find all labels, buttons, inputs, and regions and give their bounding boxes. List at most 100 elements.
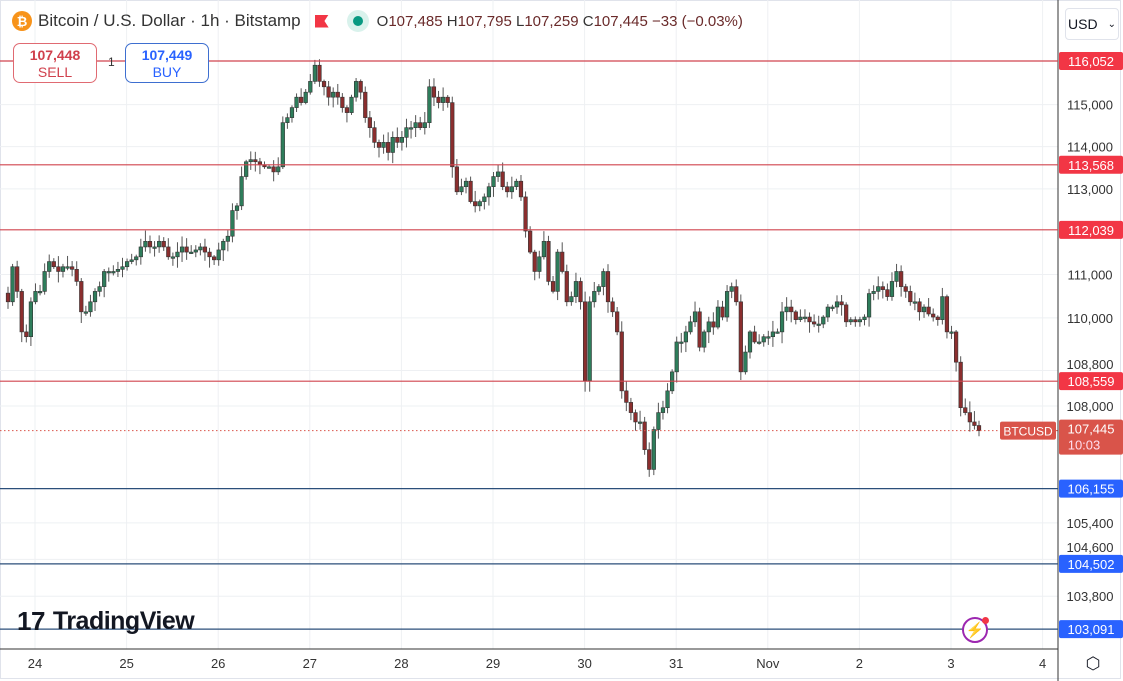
candle-down bbox=[935, 316, 940, 320]
candle-down bbox=[903, 286, 908, 292]
candle-up bbox=[179, 246, 185, 253]
symbol-title[interactable]: Bitcoin / U.S. Dollar · 1h · Bitstamp bbox=[38, 11, 301, 30]
candle-up bbox=[940, 296, 945, 320]
candle-up bbox=[601, 271, 606, 287]
x-tick-label: 4 bbox=[1039, 656, 1046, 671]
candle-down bbox=[147, 241, 153, 248]
candle-up bbox=[491, 176, 496, 188]
y-tick-label: 111,000 bbox=[1067, 268, 1112, 283]
candle-down bbox=[5, 292, 11, 303]
candle-up bbox=[477, 201, 482, 207]
candle-up bbox=[857, 319, 863, 323]
candle-down bbox=[807, 316, 812, 323]
candle-up bbox=[441, 96, 446, 103]
tradingview-logo[interactable]: 17 TradingView bbox=[17, 606, 195, 637]
x-tick-label: 26 bbox=[211, 656, 225, 671]
candle-up bbox=[120, 266, 125, 270]
candle-up bbox=[651, 429, 656, 470]
candle-up bbox=[683, 331, 688, 343]
candle-up bbox=[509, 186, 514, 193]
x-tick-label: 28 bbox=[394, 656, 408, 671]
candle-down bbox=[633, 412, 638, 423]
candle-up bbox=[266, 166, 272, 169]
candle-up bbox=[816, 323, 821, 326]
candle-up bbox=[541, 241, 546, 258]
candle-down bbox=[56, 266, 61, 272]
candle-down bbox=[885, 289, 890, 297]
candle-down bbox=[899, 271, 904, 287]
candle-up bbox=[702, 331, 707, 348]
candle-down bbox=[372, 127, 377, 143]
market-open-icon bbox=[346, 10, 369, 32]
level-price-label-bg bbox=[1059, 52, 1123, 70]
candle-up bbox=[779, 311, 785, 333]
candle-down bbox=[376, 142, 382, 148]
bar-countdown: 10:03 bbox=[1068, 438, 1101, 453]
candle-up bbox=[679, 341, 684, 344]
candle-down bbox=[51, 261, 56, 268]
candle-down bbox=[436, 96, 441, 103]
high-value: 107,795 bbox=[457, 12, 512, 30]
candle-up bbox=[665, 390, 670, 409]
candle-down bbox=[917, 301, 922, 313]
spread-value: 1 bbox=[108, 55, 115, 69]
candle-up bbox=[239, 176, 244, 207]
candle-down bbox=[610, 301, 615, 313]
x-tick-label: 24 bbox=[28, 656, 42, 671]
x-tick-label: 29 bbox=[486, 656, 500, 671]
candle-up bbox=[587, 301, 592, 381]
candle-down bbox=[271, 166, 276, 173]
candle-down bbox=[642, 421, 647, 450]
candle-up bbox=[834, 301, 840, 308]
candle-up bbox=[921, 306, 927, 313]
currency-select[interactable]: USD ⌄ bbox=[1065, 8, 1119, 40]
candle-down bbox=[166, 246, 171, 258]
candle-up bbox=[413, 122, 418, 128]
buy-price: 107,449 bbox=[141, 47, 193, 63]
candle-down bbox=[500, 171, 505, 188]
candle-down bbox=[839, 301, 844, 306]
candle-up bbox=[848, 319, 853, 323]
candle-up bbox=[193, 249, 198, 253]
buy-button[interactable]: 107,449 BUY bbox=[125, 43, 209, 83]
candle-up bbox=[47, 261, 52, 272]
settings-hexagon-icon[interactable]: ⬡ bbox=[1085, 654, 1101, 673]
candle-up bbox=[60, 266, 66, 272]
candle-up bbox=[729, 286, 734, 292]
change-value: −33 (−0.03%) bbox=[651, 12, 743, 30]
candle-up bbox=[830, 306, 835, 309]
candle-down bbox=[19, 291, 24, 333]
candle-down bbox=[963, 407, 968, 413]
x-tick-label: 2 bbox=[856, 656, 863, 671]
candle-up bbox=[459, 186, 464, 193]
candle-down bbox=[844, 304, 849, 323]
candle-down bbox=[523, 196, 528, 232]
candle-up bbox=[514, 180, 519, 188]
spark-assistant-icon[interactable]: ⚡ bbox=[962, 617, 989, 643]
candle-down bbox=[367, 117, 372, 128]
candle-down bbox=[605, 271, 611, 303]
candle-up bbox=[92, 291, 98, 303]
candle-up bbox=[486, 186, 492, 198]
candle-up bbox=[770, 331, 775, 338]
candle-up bbox=[10, 266, 15, 303]
flag-icon[interactable] bbox=[314, 14, 329, 28]
candle-up bbox=[495, 171, 501, 177]
candle-up bbox=[821, 316, 826, 325]
y-tick-label: 113,000 bbox=[1067, 182, 1113, 197]
candle-up bbox=[399, 137, 404, 143]
y-tick-label: 108,800 bbox=[1067, 357, 1114, 372]
y-tick-label: 115,000 bbox=[1067, 98, 1113, 113]
candle-up bbox=[312, 64, 317, 82]
candle-down bbox=[358, 81, 363, 93]
candle-up bbox=[482, 196, 487, 202]
candle-down bbox=[253, 159, 258, 163]
candle-up bbox=[134, 256, 139, 261]
symbol-legend: ₿ Bitcoin / U.S. Dollar · 1h · Bitstamp … bbox=[12, 10, 743, 32]
candle-down bbox=[445, 96, 450, 103]
candle-up bbox=[280, 122, 285, 168]
candle-up bbox=[798, 316, 803, 320]
sell-button[interactable]: 107,448 SELL bbox=[13, 43, 97, 83]
candle-up bbox=[124, 261, 130, 268]
